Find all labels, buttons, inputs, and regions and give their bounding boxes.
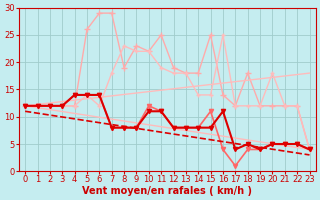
X-axis label: Vent moyen/en rafales ( km/h ): Vent moyen/en rafales ( km/h ) — [82, 186, 252, 196]
